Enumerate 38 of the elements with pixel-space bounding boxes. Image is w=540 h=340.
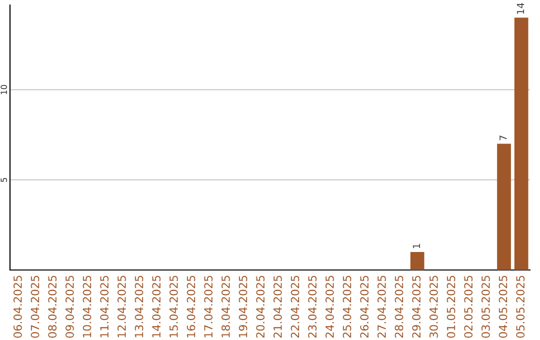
x-tick-label: 14.04.2025 bbox=[152, 276, 161, 338]
x-tick-label: 22.04.2025 bbox=[290, 276, 300, 338]
x-tick-label: 11.04.2025 bbox=[100, 276, 109, 338]
x-tick-label: 15.04.2025 bbox=[169, 276, 178, 338]
x-tick-label: 07.04.2025 bbox=[30, 276, 40, 338]
x-tick-label: 19.04.2025 bbox=[238, 276, 248, 338]
x-tick-label: 17.04.2025 bbox=[204, 276, 213, 338]
x-tick-label: 13.04.2025 bbox=[134, 276, 144, 338]
x-tick-label: 21.04.2025 bbox=[273, 276, 282, 338]
bar bbox=[410, 252, 424, 270]
x-tick-label: 23.04.2025 bbox=[308, 276, 317, 338]
x-tick-label: 08.04.2025 bbox=[48, 276, 57, 338]
x-tick-label: 25.04.2025 bbox=[342, 276, 352, 338]
x-tick-label: 18.04.2025 bbox=[221, 276, 230, 338]
data-label: 1 bbox=[412, 244, 420, 248]
x-tick-label: 28.04.2025 bbox=[394, 276, 404, 338]
x-tick-label: 09.04.2025 bbox=[65, 276, 74, 338]
x-tick-label: 04.05.2025 bbox=[498, 276, 508, 338]
x-tick-label: 05.05.2025 bbox=[516, 276, 525, 338]
x-tick-label: 29.04.2025 bbox=[412, 276, 421, 338]
x-tick-label: 10.04.2025 bbox=[82, 276, 92, 338]
x-tick-label: 20.04.2025 bbox=[256, 276, 265, 338]
x-tick-label: 24.04.2025 bbox=[325, 276, 334, 338]
bar bbox=[514, 18, 528, 270]
x-tick-label: 06.04.2025 bbox=[13, 276, 22, 338]
y-tick-label: 10 bbox=[0, 84, 7, 94]
x-tick-label: 30.04.2025 bbox=[429, 276, 438, 338]
x-tick-label: 02.05.2025 bbox=[464, 276, 473, 338]
x-tick-label: 03.05.2025 bbox=[481, 276, 490, 338]
data-label: 7 bbox=[500, 136, 507, 140]
x-tick-label: 12.04.2025 bbox=[117, 276, 126, 338]
y-tick-label: 5 bbox=[0, 178, 7, 182]
data-label: 14 bbox=[516, 3, 524, 14]
bar bbox=[497, 144, 511, 270]
x-tick-label: 27.04.2025 bbox=[377, 276, 386, 338]
x-tick-label: 26.04.2025 bbox=[360, 276, 369, 338]
x-tick-label: 01.05.2025 bbox=[446, 276, 456, 338]
x-tick-label: 16.04.2025 bbox=[186, 276, 196, 338]
